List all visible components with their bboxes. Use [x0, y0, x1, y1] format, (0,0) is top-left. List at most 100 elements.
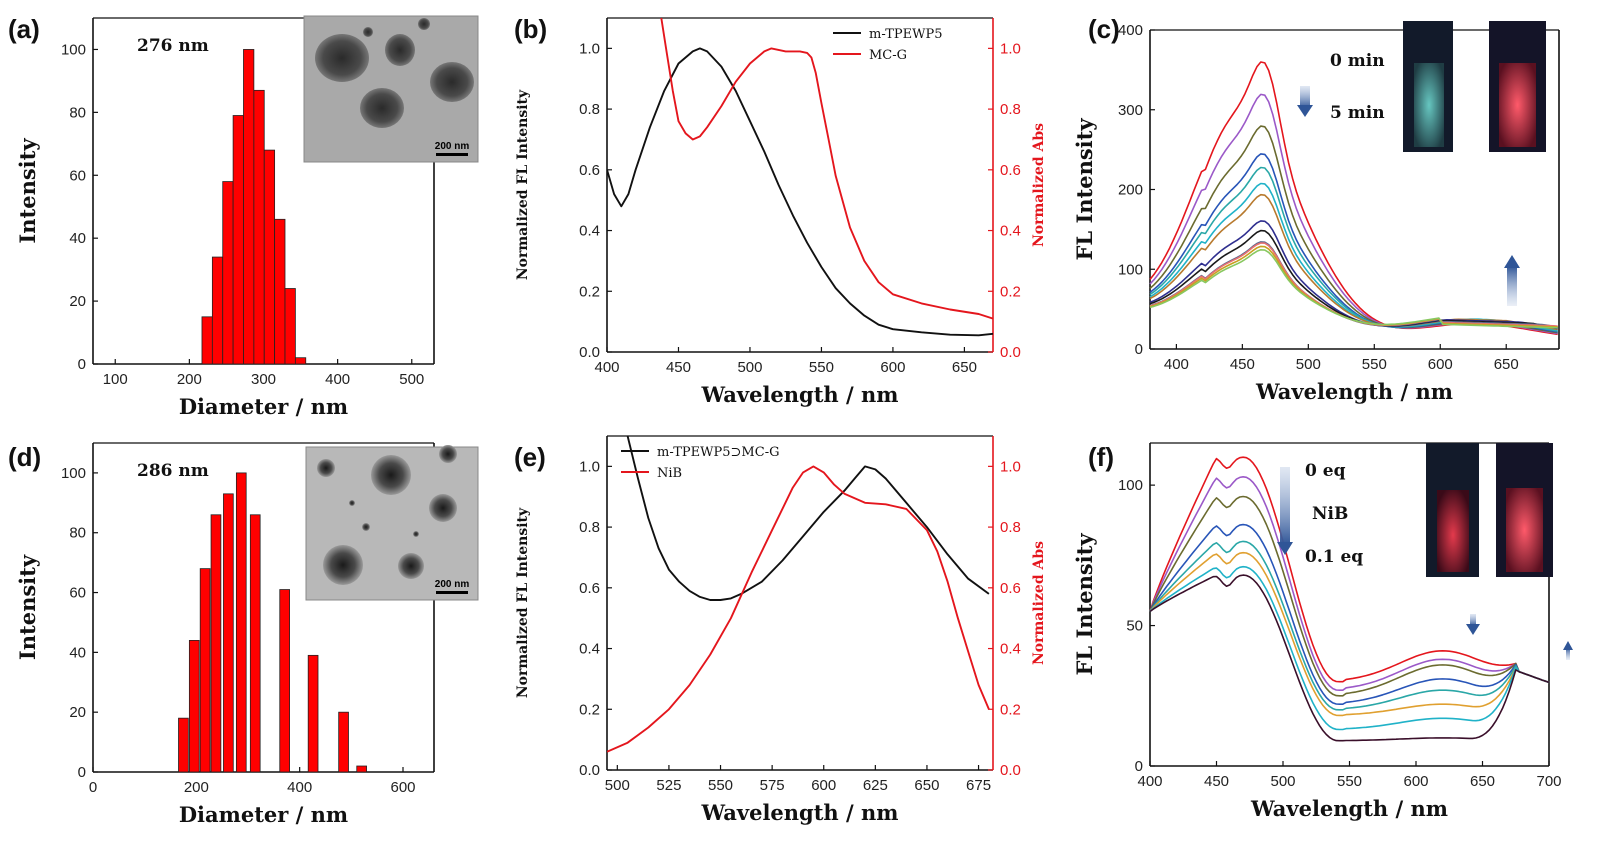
x-tick-label: 650	[914, 777, 939, 794]
spectrum-line	[1149, 551, 1550, 717]
y-tick-label: 100	[1118, 477, 1143, 494]
cuvette-solution	[1499, 63, 1536, 147]
x-tick-label: 450	[666, 359, 691, 376]
histogram-bar	[274, 218, 286, 365]
panel-label: (e)	[514, 442, 546, 472]
down-arrow-shaft	[1280, 467, 1290, 545]
y-tick-label: 0.8	[579, 519, 600, 536]
nanoparticle	[413, 531, 419, 537]
y-axis-label: Normalized FL Intensity	[515, 89, 531, 280]
x-tick-label: 500	[399, 371, 424, 388]
spectrum-line	[1149, 166, 1558, 332]
x-tick-label: 550	[809, 359, 834, 376]
nanoparticle	[317, 459, 335, 477]
x-tick-label: 600	[811, 777, 836, 794]
panel-label: (d)	[8, 442, 41, 472]
nanoparticle	[385, 34, 415, 66]
y-tick-label: 0	[78, 764, 86, 781]
y-tick-label: 80	[69, 525, 86, 542]
y-tick-label: 100	[61, 465, 86, 482]
y-tick-label: 200	[1118, 182, 1143, 199]
histogram-bar	[211, 256, 224, 365]
y-tick-label: 60	[69, 167, 86, 184]
cuvette-solution	[1437, 490, 1469, 572]
histogram-bar	[188, 640, 200, 773]
y-axis-label: Intensity	[15, 138, 40, 244]
x-tick-label: 600	[1428, 356, 1453, 373]
nanoparticle	[315, 34, 369, 82]
x-tick-label: 500	[1270, 773, 1295, 790]
eq-start-label: 0 eq	[1305, 461, 1346, 481]
y2-tick-label: 0.8	[1000, 101, 1021, 118]
histogram-bar	[279, 589, 290, 773]
nanoparticle	[349, 500, 355, 506]
up-arrow-head	[1504, 255, 1520, 268]
y-tick-label: 0.0	[579, 762, 600, 779]
spectrum-line	[1149, 495, 1550, 697]
y2-tick-label: 0.2	[1000, 701, 1021, 718]
x-tick-label: 400	[287, 779, 312, 796]
panel-label: (b)	[514, 14, 547, 44]
time-end-label: 5 min	[1330, 103, 1385, 123]
y-tick-label: 40	[69, 230, 86, 247]
spectrum-line	[1149, 456, 1550, 684]
histogram-bar	[178, 717, 189, 773]
x-axis-label: Diameter / nm	[179, 802, 348, 827]
y-tick-label: 100	[1118, 261, 1143, 278]
x-tick-label: 550	[1337, 773, 1362, 790]
x-tick-label: 500	[605, 777, 630, 794]
histogram-bar	[243, 49, 255, 365]
tem-inset-image: 200 nm	[305, 445, 479, 601]
spectrum-line	[1149, 523, 1550, 706]
x-tick-label: 525	[656, 777, 681, 794]
nanoparticle	[360, 88, 404, 128]
x-tick-label: 575	[760, 777, 785, 794]
reagent-label: NiB	[1312, 504, 1348, 524]
x-axis-label: Wavelength / nm	[701, 800, 899, 825]
legend-label: NiB	[657, 466, 682, 481]
small-down-arrow-shaft	[1470, 614, 1476, 626]
histogram-bar	[338, 711, 349, 773]
spectrum-line	[1149, 249, 1558, 329]
histogram-bar	[201, 316, 213, 365]
panel-f: 400 450 500 550 600 650 700 0 50 100(f) Wavelength…	[1072, 442, 1573, 821]
histogram-bar	[249, 514, 261, 773]
histogram-bar	[356, 765, 367, 773]
x-tick-label: 400	[594, 359, 619, 376]
down-arrow-head	[1297, 105, 1313, 117]
cuvette-solution	[1414, 63, 1444, 147]
panel-e: 500 525 550 575 600 625 650 675 0.0 0.2 0.4 0.6 0.8 1…	[514, 435, 1047, 825]
x-tick-label: 650	[952, 359, 977, 376]
small-up-arrow-shaft	[1566, 648, 1570, 660]
y-tick-label: 100	[61, 41, 86, 58]
panel-a: 100 200 300 400 500 0 20 40 60 80 100 (a) Diameter /…	[8, 14, 479, 419]
x-tick-label: 550	[708, 777, 733, 794]
y-tick-label: 60	[69, 585, 86, 602]
x-tick-label: 700	[1536, 773, 1561, 790]
nanoparticle	[371, 455, 411, 495]
x-tick-label: 650	[1470, 773, 1495, 790]
y2-tick-label: 0.0	[1000, 762, 1021, 779]
histogram-bar	[284, 288, 296, 365]
y-tick-label: 0	[1135, 758, 1143, 775]
y-axis-label: Normalized FL Intensity	[515, 507, 531, 698]
plot-area	[1149, 61, 1558, 336]
spectrum-line	[1149, 565, 1550, 731]
x-tick-label: 500	[1296, 356, 1321, 373]
x-tick-label: 200	[184, 779, 209, 796]
y-tick-label: 0.2	[579, 701, 600, 718]
y-tick-label: 0.4	[579, 223, 600, 240]
tem-inset-image: 200 nm	[303, 15, 479, 163]
cuvette-solution	[1506, 488, 1543, 572]
x-axis-label: Wavelength / nm	[701, 382, 899, 407]
y2-tick-label: 0.2	[1000, 283, 1021, 300]
legend-label: m-TPEWP5⊃MC-G	[657, 445, 779, 460]
nanoparticle	[439, 445, 457, 463]
plot-area	[607, 18, 993, 337]
histogram-bar	[235, 472, 247, 773]
y2-tick-label: 1.0	[1000, 40, 1021, 57]
y-tick-label: 1.0	[579, 458, 600, 475]
y-tick-label: 0.2	[579, 283, 600, 300]
x-tick-label: 400	[1164, 356, 1189, 373]
y-tick-label: 0.8	[579, 101, 600, 118]
